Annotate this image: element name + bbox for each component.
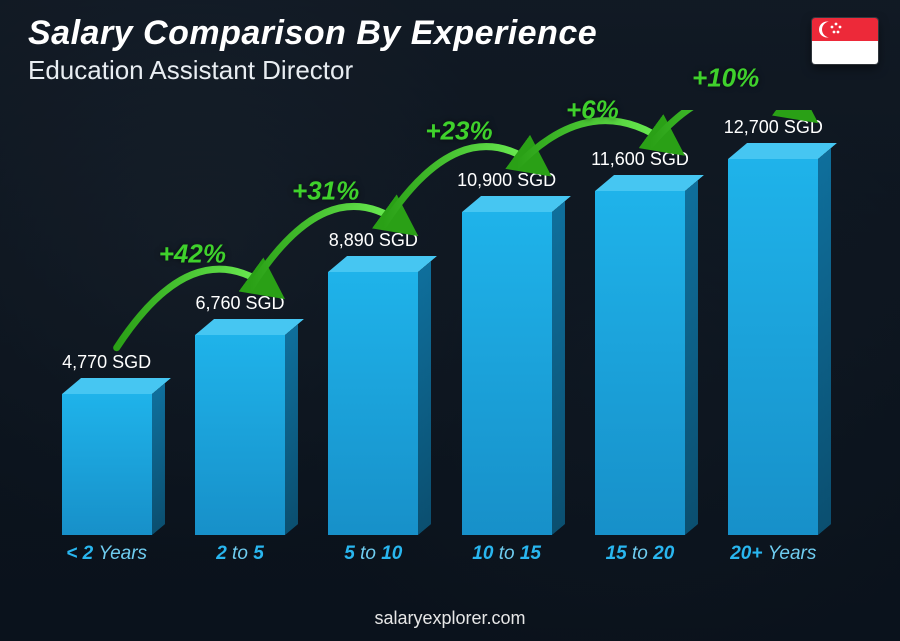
x-axis-labels: < 2 Years 2 to 5 5 to 10 10 to 15 15 to 20 20… [40,537,840,571]
x-axis-category: 10 to 15 [452,543,562,565]
bar [195,335,285,535]
bar [728,159,818,535]
bar-column: 10,900 SGD [452,110,562,535]
chart-area: 4,770 SGD6,760 SGD8,890 SGD10,900 SGD11,… [40,110,840,571]
x-axis-category: 20+ Years [718,543,828,565]
bar-value-label: 4,770 SGD [37,352,177,373]
bar-column: 11,600 SGD [585,110,695,535]
bar [62,394,152,535]
growth-delta-label: +31% [292,175,359,206]
x-axis-category: 5 to 10 [318,543,428,565]
chart-title: Salary Comparison By Experience [28,14,597,53]
growth-delta-label: +42% [159,238,226,269]
bar-value-label: 6,760 SGD [170,293,310,314]
chart-stage: Salary Comparison By Experience Educatio… [0,0,900,641]
growth-delta-label: +6% [566,95,619,126]
bar-value-label: 10,900 SGD [437,170,577,191]
bar-value-label: 8,890 SGD [303,230,443,251]
chart-subtitle: Education Assistant Director [28,55,597,86]
title-block: Salary Comparison By Experience Educatio… [28,14,597,86]
bar-column: 6,760 SGD [185,110,295,535]
bar-column: 12,700 SGD [718,110,828,535]
bar [462,212,552,535]
x-axis-category: < 2 Years [52,543,162,565]
growth-delta-label: +23% [425,116,492,147]
country-flag-icon [812,18,878,64]
x-axis-category: 2 to 5 [185,543,295,565]
growth-delta-label: +10% [692,62,759,93]
bar [328,272,418,535]
bar [595,191,685,535]
bar-column: 8,890 SGD [318,110,428,535]
bar-value-label: 12,700 SGD [703,117,843,138]
bar-value-label: 11,600 SGD [570,149,710,170]
x-axis-category: 15 to 20 [585,543,695,565]
bar-column: 4,770 SGD [52,110,162,535]
bars-container: 4,770 SGD6,760 SGD8,890 SGD10,900 SGD11,… [40,110,840,535]
source-footer: salaryexplorer.com [0,608,900,629]
